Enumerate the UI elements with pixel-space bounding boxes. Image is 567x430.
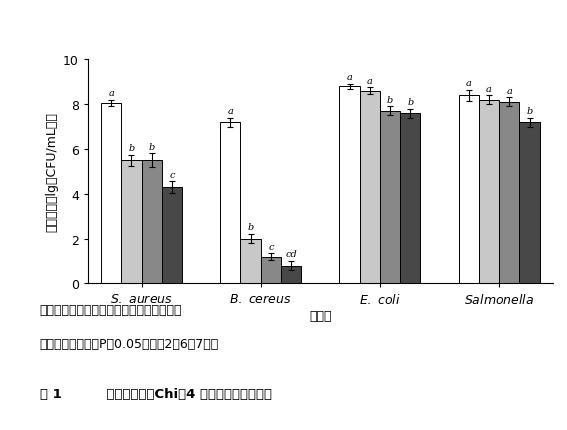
Bar xyxy=(340,87,359,284)
Text: a: a xyxy=(506,86,512,95)
Text: 不同质量分数Chi对4 种致病菌的抑菌效果: 不同质量分数Chi对4 种致病菌的抑菌效果 xyxy=(88,387,272,400)
Text: b: b xyxy=(247,223,254,232)
Bar xyxy=(380,112,400,284)
Text: b: b xyxy=(149,142,155,151)
X-axis label: 致病菌: 致病菌 xyxy=(309,310,332,322)
Text: 不同小写字母表示同种致病菌不同处理组间: 不同小写字母表示同种致病菌不同处理组间 xyxy=(40,303,182,316)
Bar xyxy=(142,161,162,284)
Bar xyxy=(499,103,519,284)
Text: a: a xyxy=(108,89,114,98)
Bar xyxy=(240,239,261,284)
Text: 图 1: 图 1 xyxy=(40,387,61,400)
Bar xyxy=(281,266,301,284)
Text: 存在显著性差异（P＜0.05）。图2、6、7同。: 存在显著性差异（P＜0.05）。图2、6、7同。 xyxy=(40,338,219,350)
Text: c: c xyxy=(169,170,175,179)
Bar xyxy=(261,257,281,284)
Text: b: b xyxy=(387,95,393,104)
Text: c: c xyxy=(268,242,274,251)
Text: a: a xyxy=(466,79,472,88)
Bar xyxy=(121,161,142,284)
Text: b: b xyxy=(128,144,134,153)
Bar xyxy=(220,123,240,284)
Text: cd: cd xyxy=(285,250,297,259)
Bar xyxy=(479,101,499,284)
Text: b: b xyxy=(407,98,413,107)
Bar xyxy=(359,92,380,284)
Legend: 对照, 0.05% Chi, 0.1% Chi, 0.5% Chi: 对照, 0.05% Chi, 0.1% Chi, 0.5% Chi xyxy=(233,0,408,4)
Bar xyxy=(519,123,540,284)
Bar xyxy=(459,96,479,284)
Text: b: b xyxy=(526,107,533,116)
Bar xyxy=(101,104,121,284)
Bar xyxy=(162,187,182,284)
Y-axis label: 菌落总数（lg（CFU/mL））: 菌落总数（lg（CFU/mL）） xyxy=(46,112,59,232)
Text: a: a xyxy=(486,84,492,93)
Text: a: a xyxy=(227,107,233,116)
Text: a: a xyxy=(346,73,353,82)
Bar xyxy=(400,114,421,284)
Text: a: a xyxy=(367,77,373,86)
